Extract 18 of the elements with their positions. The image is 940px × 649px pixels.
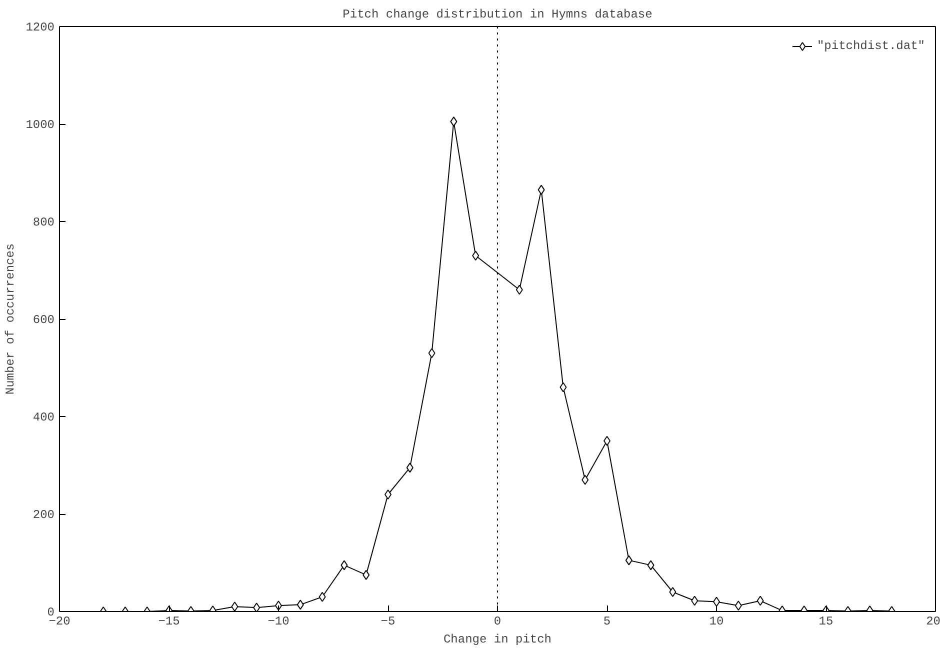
x-tick-label: −5	[380, 614, 396, 628]
x-tick-label: 10	[709, 614, 724, 628]
y-tick-label: 200	[32, 508, 55, 522]
y-tick-label: 1000	[26, 118, 55, 132]
y-tick-label: 1200	[26, 20, 55, 34]
x-tick-label: 20	[926, 614, 940, 628]
x-tick-label: −10	[268, 614, 290, 628]
y-tick-label: 400	[32, 410, 55, 424]
x-tick-label: 0	[494, 614, 502, 628]
x-tick-label: 15	[818, 614, 834, 628]
y-axis-title: Number of occurrences	[4, 243, 18, 395]
x-tick-label: 5	[603, 614, 611, 628]
y-tick-label: 800	[32, 216, 55, 230]
legend-label: "pitchdist.dat"	[816, 39, 925, 53]
y-tick-label: 600	[32, 313, 55, 327]
x-tick-label: −15	[158, 614, 180, 628]
x-axis-title: Change in pitch	[443, 632, 552, 646]
chart-title: Pitch change distribution in Hymns database	[342, 8, 652, 22]
